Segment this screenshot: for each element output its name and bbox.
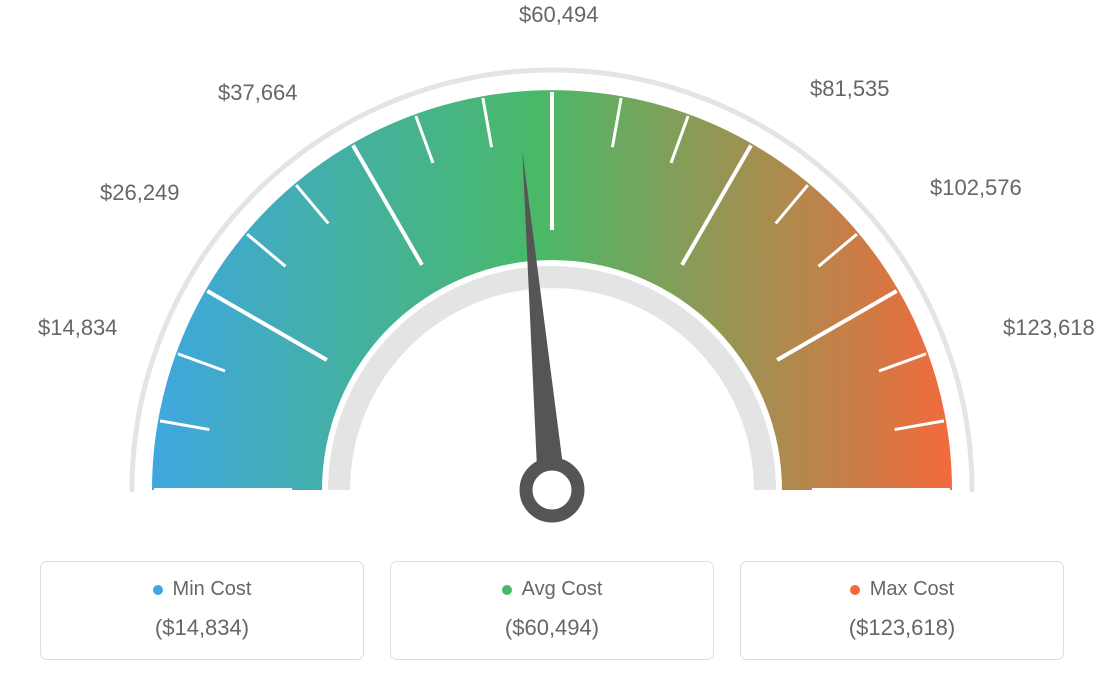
dot-icon [850,585,860,595]
max-cost-card: Max Cost ($123,618) [740,561,1064,660]
gauge-scale-label: $123,618 [1003,315,1095,341]
dot-icon [153,585,163,595]
min-cost-value: ($14,834) [55,615,349,641]
gauge-scale-label: $102,576 [930,175,1022,201]
gauge-scale-label: $26,249 [100,180,180,206]
cost-gauge: $14,834 $26,249 $37,664 $60,494 $81,535 … [0,0,1104,540]
avg-cost-value: ($60,494) [405,615,699,641]
gauge-scale-label: $37,664 [218,80,298,106]
dot-icon [502,585,512,595]
avg-cost-label: Avg Cost [522,578,603,601]
max-cost-value: ($123,618) [755,615,1049,641]
gauge-scale-label: $60,494 [519,2,599,28]
legend-cards: Min Cost ($14,834) Avg Cost ($60,494) Ma… [40,561,1064,660]
max-cost-label: Max Cost [870,578,954,601]
min-cost-card: Min Cost ($14,834) [40,561,364,660]
min-cost-label: Min Cost [173,578,252,601]
avg-cost-card: Avg Cost ($60,494) [390,561,714,660]
gauge-scale-label: $14,834 [38,315,118,341]
gauge-scale-label: $81,535 [810,76,890,102]
